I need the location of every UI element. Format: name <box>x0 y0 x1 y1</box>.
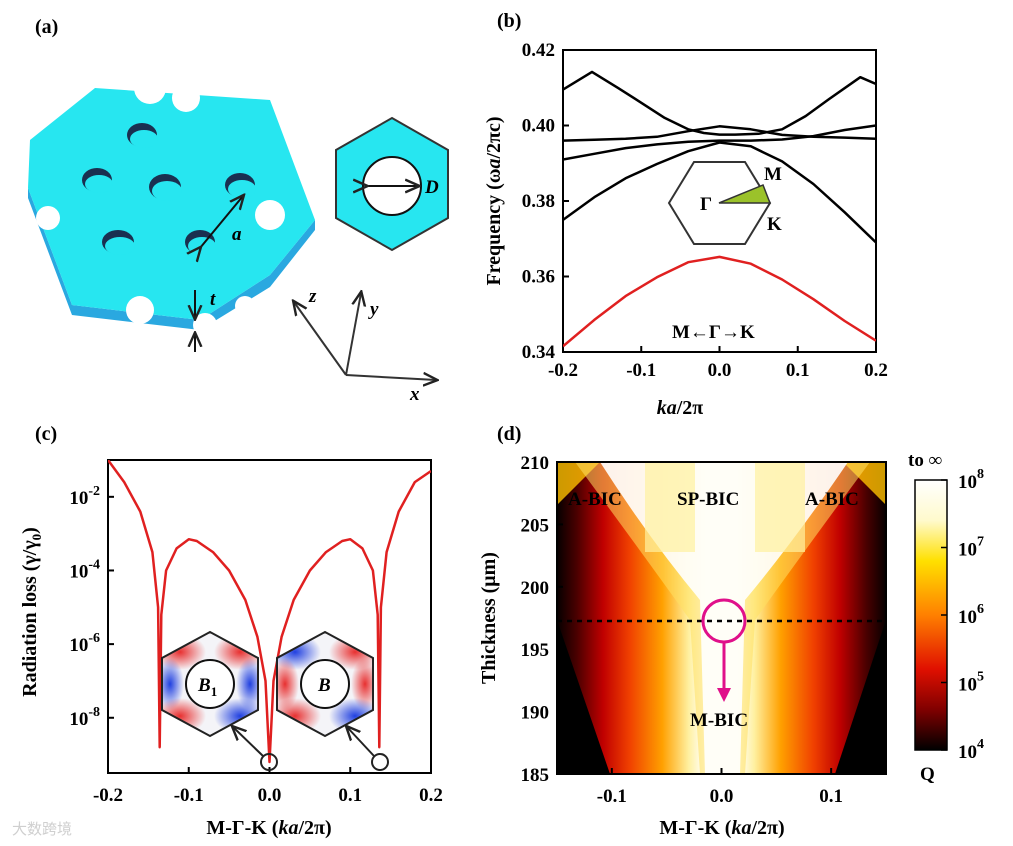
marker-circle-gamma <box>260 753 278 771</box>
label-a: a <box>232 224 242 245</box>
K-point-label: K <box>767 214 782 235</box>
arrow-B1 <box>233 727 264 757</box>
M-point-label: M <box>764 164 782 185</box>
unit-cell: D <box>335 116 449 252</box>
a-bic-left-label: A-BIC <box>568 489 622 510</box>
colorbar-tick-label: 105 <box>958 670 984 696</box>
y-tick-label-c: 10-8 <box>69 705 100 730</box>
x-tick-label-d: 0.1 <box>819 786 843 807</box>
x-axis-label-b: ka/2π <box>657 397 704 419</box>
gamma-point-label: Γ <box>700 194 712 215</box>
colorbar-tick-label: 107 <box>958 535 984 561</box>
label-t: t <box>210 289 216 310</box>
x-tick-label-c: -0.1 <box>174 785 204 806</box>
y-axis-label-b: Frequency (ωa/2πc) <box>483 116 505 285</box>
series-b <box>563 70 876 348</box>
axis-y-label: y <box>368 299 379 320</box>
y-tick-label-c: 10-6 <box>69 631 100 656</box>
axis-ticks-b: -0.2 -0.1 0.0 0.1 0.2 0.34 0.36 0.38 0.40 0.42 <box>522 40 888 381</box>
mode-label-B1: B1 <box>197 675 217 699</box>
x-tick-label-d: -0.1 <box>597 786 627 807</box>
y-tick-label-c: 10-2 <box>69 484 100 509</box>
slab-side <box>28 188 315 330</box>
colorbar-bottom-label: Q <box>920 764 935 785</box>
y-tick-label-b: 0.42 <box>522 40 555 61</box>
series-c <box>108 460 431 764</box>
axis-x-label: x <box>409 384 420 405</box>
watermark: 大数跨境 <box>12 820 72 838</box>
y-tick-label-b: 0.38 <box>522 191 555 212</box>
x-tick-label-c: 0.0 <box>258 785 282 806</box>
plot-frame-c <box>107 459 432 774</box>
marker-circle-right <box>371 753 389 771</box>
loss-line <box>108 460 431 764</box>
mode-profile-B: B <box>276 630 374 738</box>
y-tick-label-b: 0.36 <box>522 267 555 288</box>
x-tick-label-c: 0.2 <box>419 785 443 806</box>
m-bic-arrow-head <box>717 688 731 702</box>
panel-label-c: (c) <box>35 423 57 445</box>
m-bic-label: M-BIC <box>690 710 748 731</box>
band-line-band4 <box>563 70 876 136</box>
x-tick-label-b: 0.1 <box>786 360 810 381</box>
axis-z-label: z <box>308 286 317 307</box>
arrow-B <box>347 727 375 757</box>
path-annotation-b: M←Γ→K <box>672 322 755 343</box>
y-tick-label-d: 190 <box>521 703 550 724</box>
y-tick-label-d: 210 <box>521 453 550 474</box>
y-axis-label-d: Thickness (μm) <box>478 552 500 684</box>
heatmap-d <box>557 462 886 774</box>
x-tick-label-b: 0.0 <box>708 360 732 381</box>
panel-label-d: (d) <box>497 423 521 445</box>
x-tick-label-b: 0.2 <box>864 360 888 381</box>
x-tick-label-b: -0.1 <box>626 360 656 381</box>
colorbar-tick-label: 108 <box>958 467 984 493</box>
band-line-band3 <box>563 124 876 161</box>
coordinate-axes <box>294 293 436 380</box>
colorbar-tick-label: 104 <box>958 737 984 763</box>
mode-profile-B1: B1 <box>161 630 259 738</box>
y-tick-label-d: 200 <box>521 578 550 599</box>
y-tick-label-d: 195 <box>521 640 550 661</box>
brillouin-zone-inset: Γ M K <box>667 161 782 245</box>
x-tick-label-c: 0.1 <box>338 785 362 806</box>
panel-label-a: (a) <box>35 16 58 38</box>
panel-label-b: (b) <box>497 10 521 32</box>
y-tick-label-d: 205 <box>521 515 550 536</box>
x-tick-label-b: -0.2 <box>548 360 578 381</box>
y-tick-label-b: 0.40 <box>522 116 555 137</box>
a-bic-right-label: A-BIC <box>805 489 859 510</box>
x-tick-label-d: 0.0 <box>710 786 734 807</box>
band-line-band1 <box>563 255 876 348</box>
colorbar-top-label: to ∞ <box>908 450 942 471</box>
y-tick-label-b: 0.34 <box>522 342 556 363</box>
label-D: D <box>424 177 439 198</box>
y-axis-label-c: Radiation loss (γ/γ0) <box>19 527 44 697</box>
x-tick-label-c: -0.2 <box>93 785 123 806</box>
photonic-slab-illustration: a t <box>28 72 315 352</box>
colorbar-tick-label: 106 <box>958 602 984 628</box>
band-line-band2 <box>563 141 876 244</box>
x-axis-label-d: M-Γ-K (ka/2π) <box>659 817 784 839</box>
y-tick-label-d: 185 <box>521 765 550 786</box>
axis-ticks-d: -0.1 0.0 0.1 185 190 195 200 205 210 <box>521 453 844 807</box>
sp-bic-label: SP-BIC <box>677 489 739 510</box>
mode-label-B: B <box>317 675 331 696</box>
colorbar-ticks: 108 107 106 105 104 <box>941 467 984 763</box>
x-axis-label-c: M-Γ-K (ka/2π) <box>206 817 331 839</box>
axis-ticks-c: -0.2 -0.1 0.0 0.1 0.2 10-2 10-4 10-6 10-8 <box>69 484 443 806</box>
band-line-band5 <box>563 125 876 142</box>
y-tick-label-c: 10-4 <box>69 557 100 582</box>
